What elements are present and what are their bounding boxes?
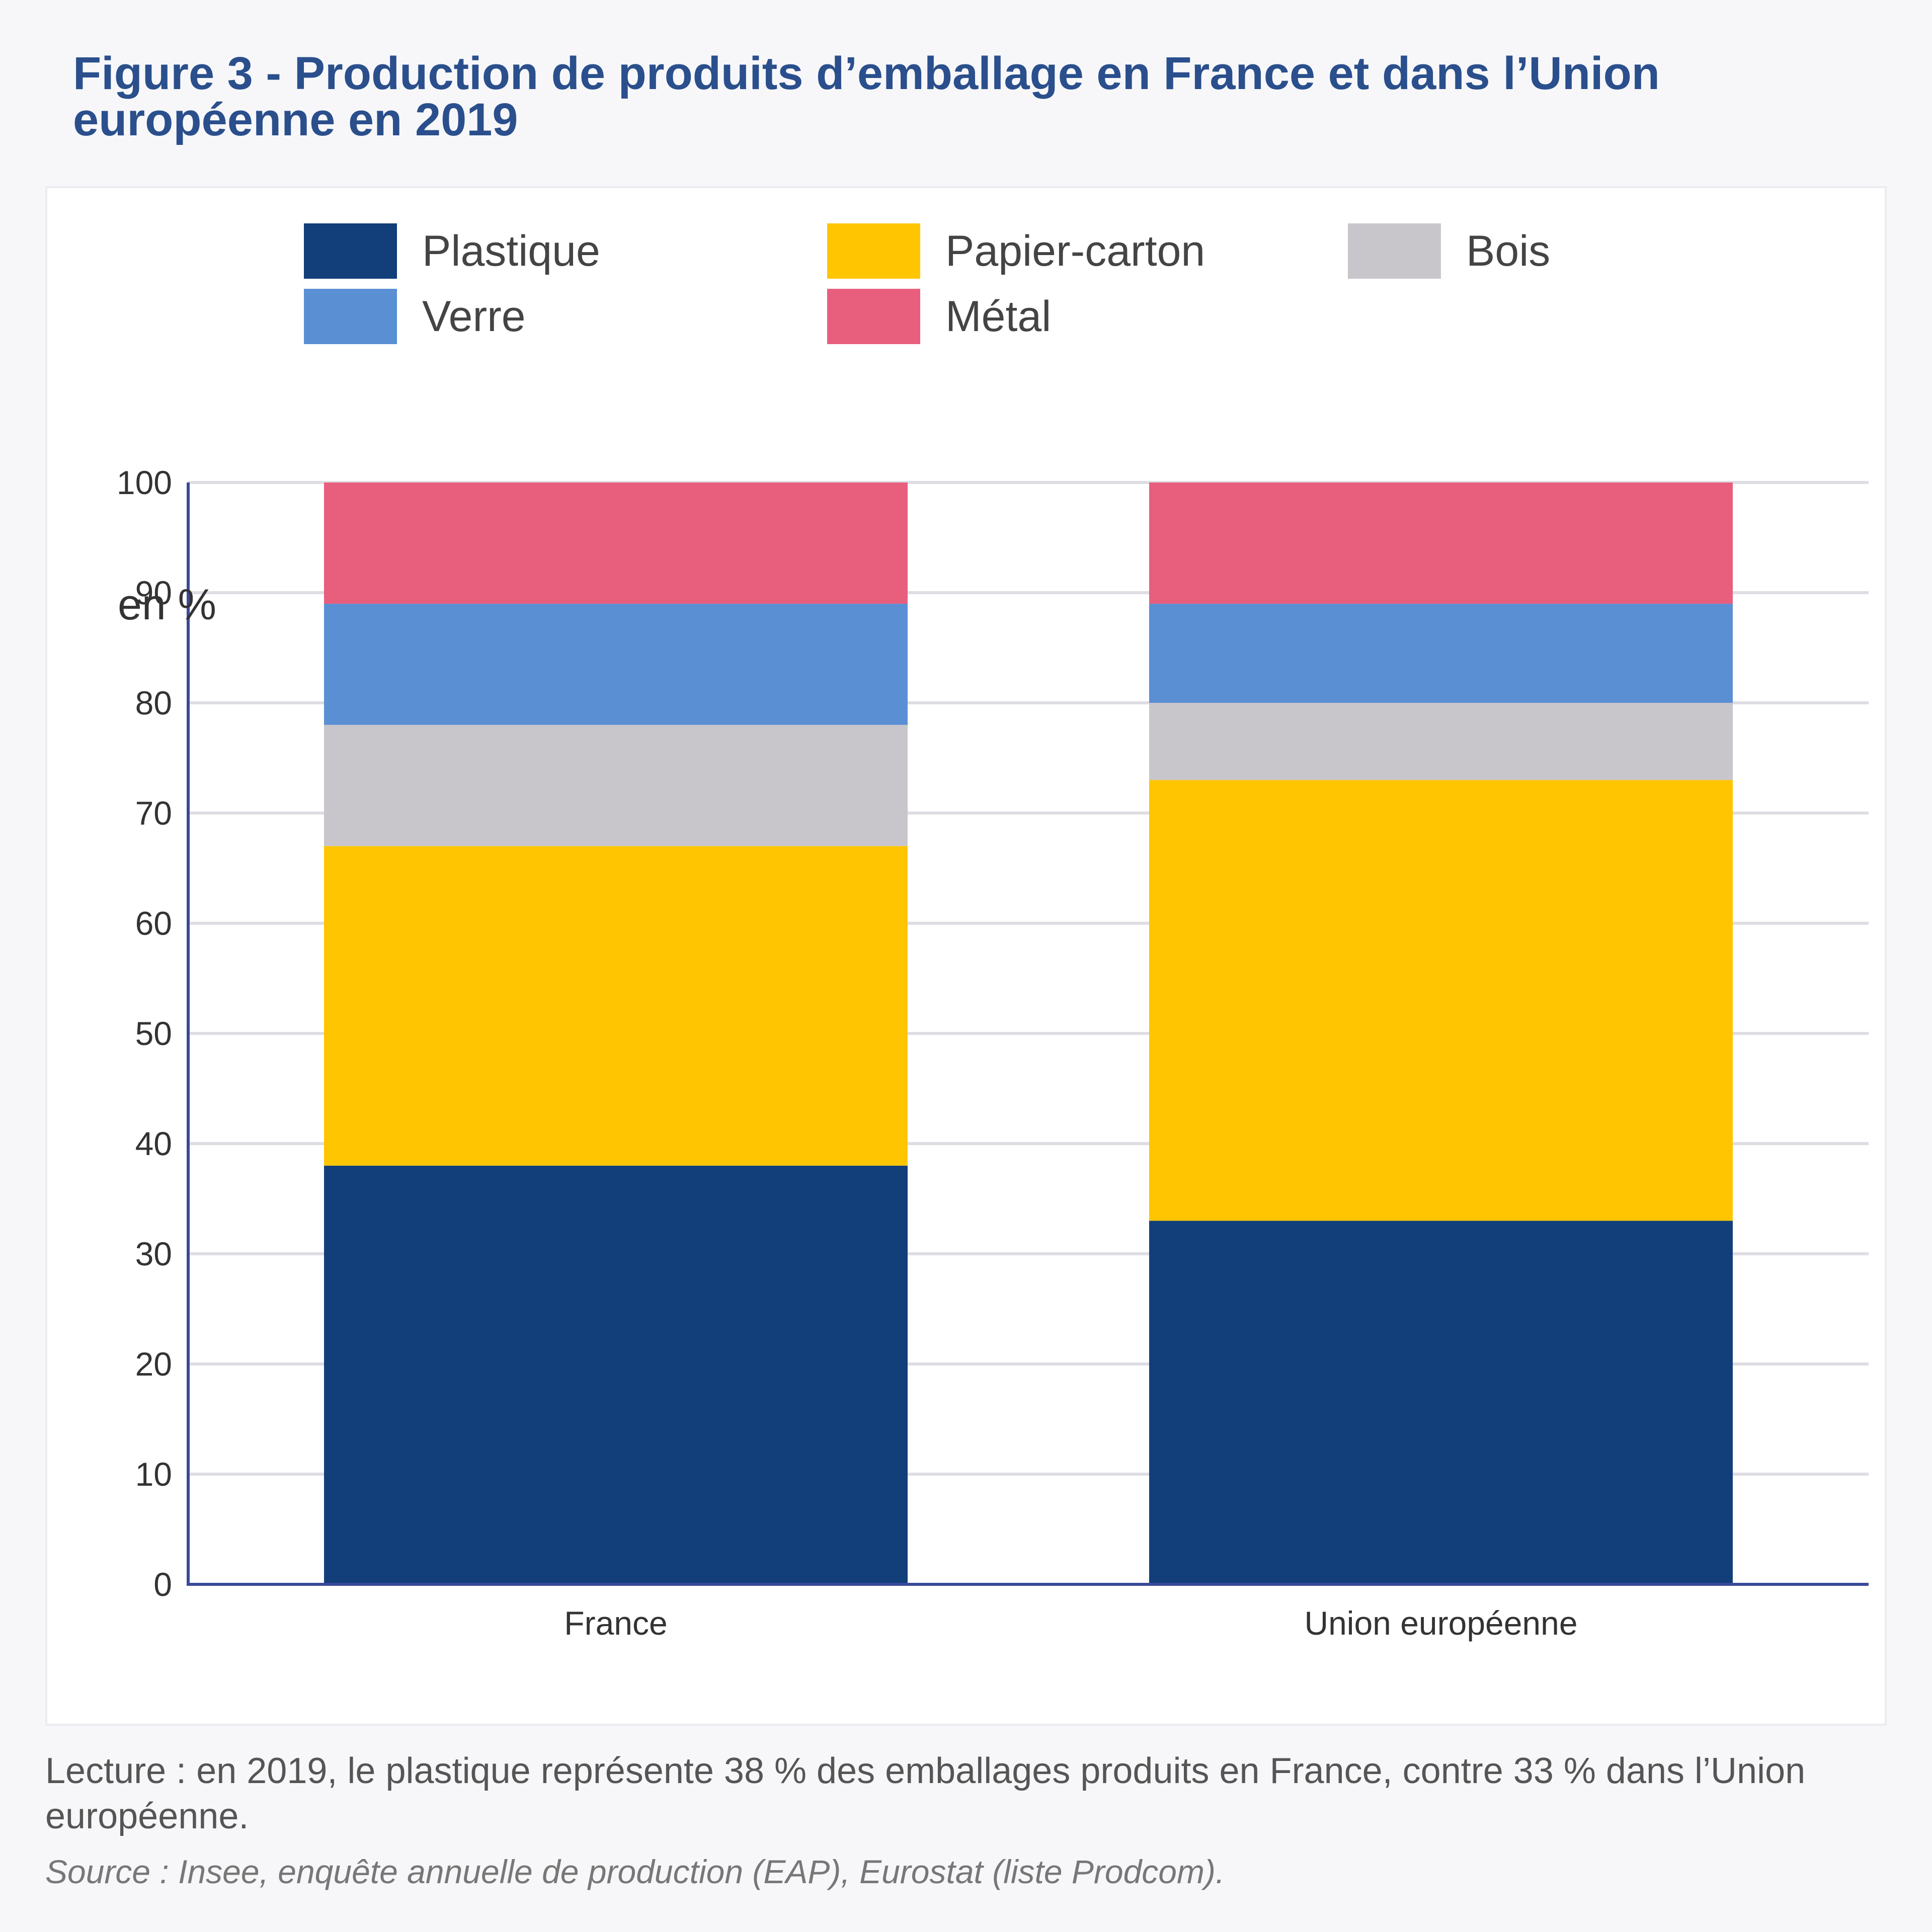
legend-label-bois: Bois — [1466, 227, 1551, 275]
y-tick-label-60: 60 — [135, 905, 172, 942]
bar-france-plastique — [324, 1165, 908, 1584]
bar-union-europeenne-papier-carton — [1149, 780, 1733, 1221]
y-tick-label-30: 30 — [135, 1235, 172, 1272]
legend-swatch-bois — [1348, 223, 1441, 279]
y-tick-label-70: 70 — [135, 794, 172, 832]
legend-label-metal: Métal — [945, 292, 1052, 341]
legend-swatch-verre — [304, 289, 397, 344]
bar-union-europeenne-plastique — [1149, 1221, 1733, 1584]
y-tick-label-0: 0 — [153, 1566, 172, 1603]
chart-plot: 0 10 20 30 40 50 60 70 80 90 100 France Union europé… — [117, 464, 1869, 1642]
legend-swatch-metal — [827, 289, 920, 344]
bar-union-europeenne-metal — [1149, 482, 1733, 604]
bar-union-europeenne-verre — [1149, 603, 1733, 703]
bar-france-verre — [324, 603, 908, 725]
legend-label-verre: Verre — [422, 292, 526, 341]
legend-swatch-plastique — [304, 223, 397, 279]
x-category-label-france: France — [564, 1604, 667, 1642]
bar-france-metal — [324, 482, 908, 604]
y-tick-label-20: 20 — [135, 1345, 172, 1383]
bar-france-bois — [324, 725, 908, 846]
y-tick-label-10: 10 — [135, 1456, 172, 1493]
chart-title: Figure 3 - Production de produits d’emba… — [73, 48, 1660, 145]
legend-label-plastique: Plastique — [422, 227, 600, 275]
y-tick-label-40: 40 — [135, 1125, 172, 1162]
y-tick-label-100: 100 — [117, 464, 172, 501]
y-tick-label-50: 50 — [135, 1015, 172, 1052]
bar-union-europeenne-bois — [1149, 703, 1733, 780]
y-tick-label-80: 80 — [135, 684, 172, 721]
x-category-label-union-europeenne: Union européenne — [1304, 1604, 1577, 1642]
legend-swatch-papier-carton — [827, 223, 920, 279]
y-tick-label-90: 90 — [135, 574, 172, 611]
bar-france-papier-carton — [324, 846, 908, 1166]
legend-label-papier-carton: Papier-carton — [945, 227, 1205, 275]
reading-note: Lecture : en 2019, le plastique représen… — [45, 1751, 1806, 1836]
chart-panel: 0 10 20 30 40 50 60 70 80 90 100 France Union europé… — [45, 186, 1887, 1726]
source-note: Source : Insee, enquête annuelle de prod… — [45, 1853, 1225, 1890]
y-axis-unit-label: en % — [118, 581, 217, 629]
